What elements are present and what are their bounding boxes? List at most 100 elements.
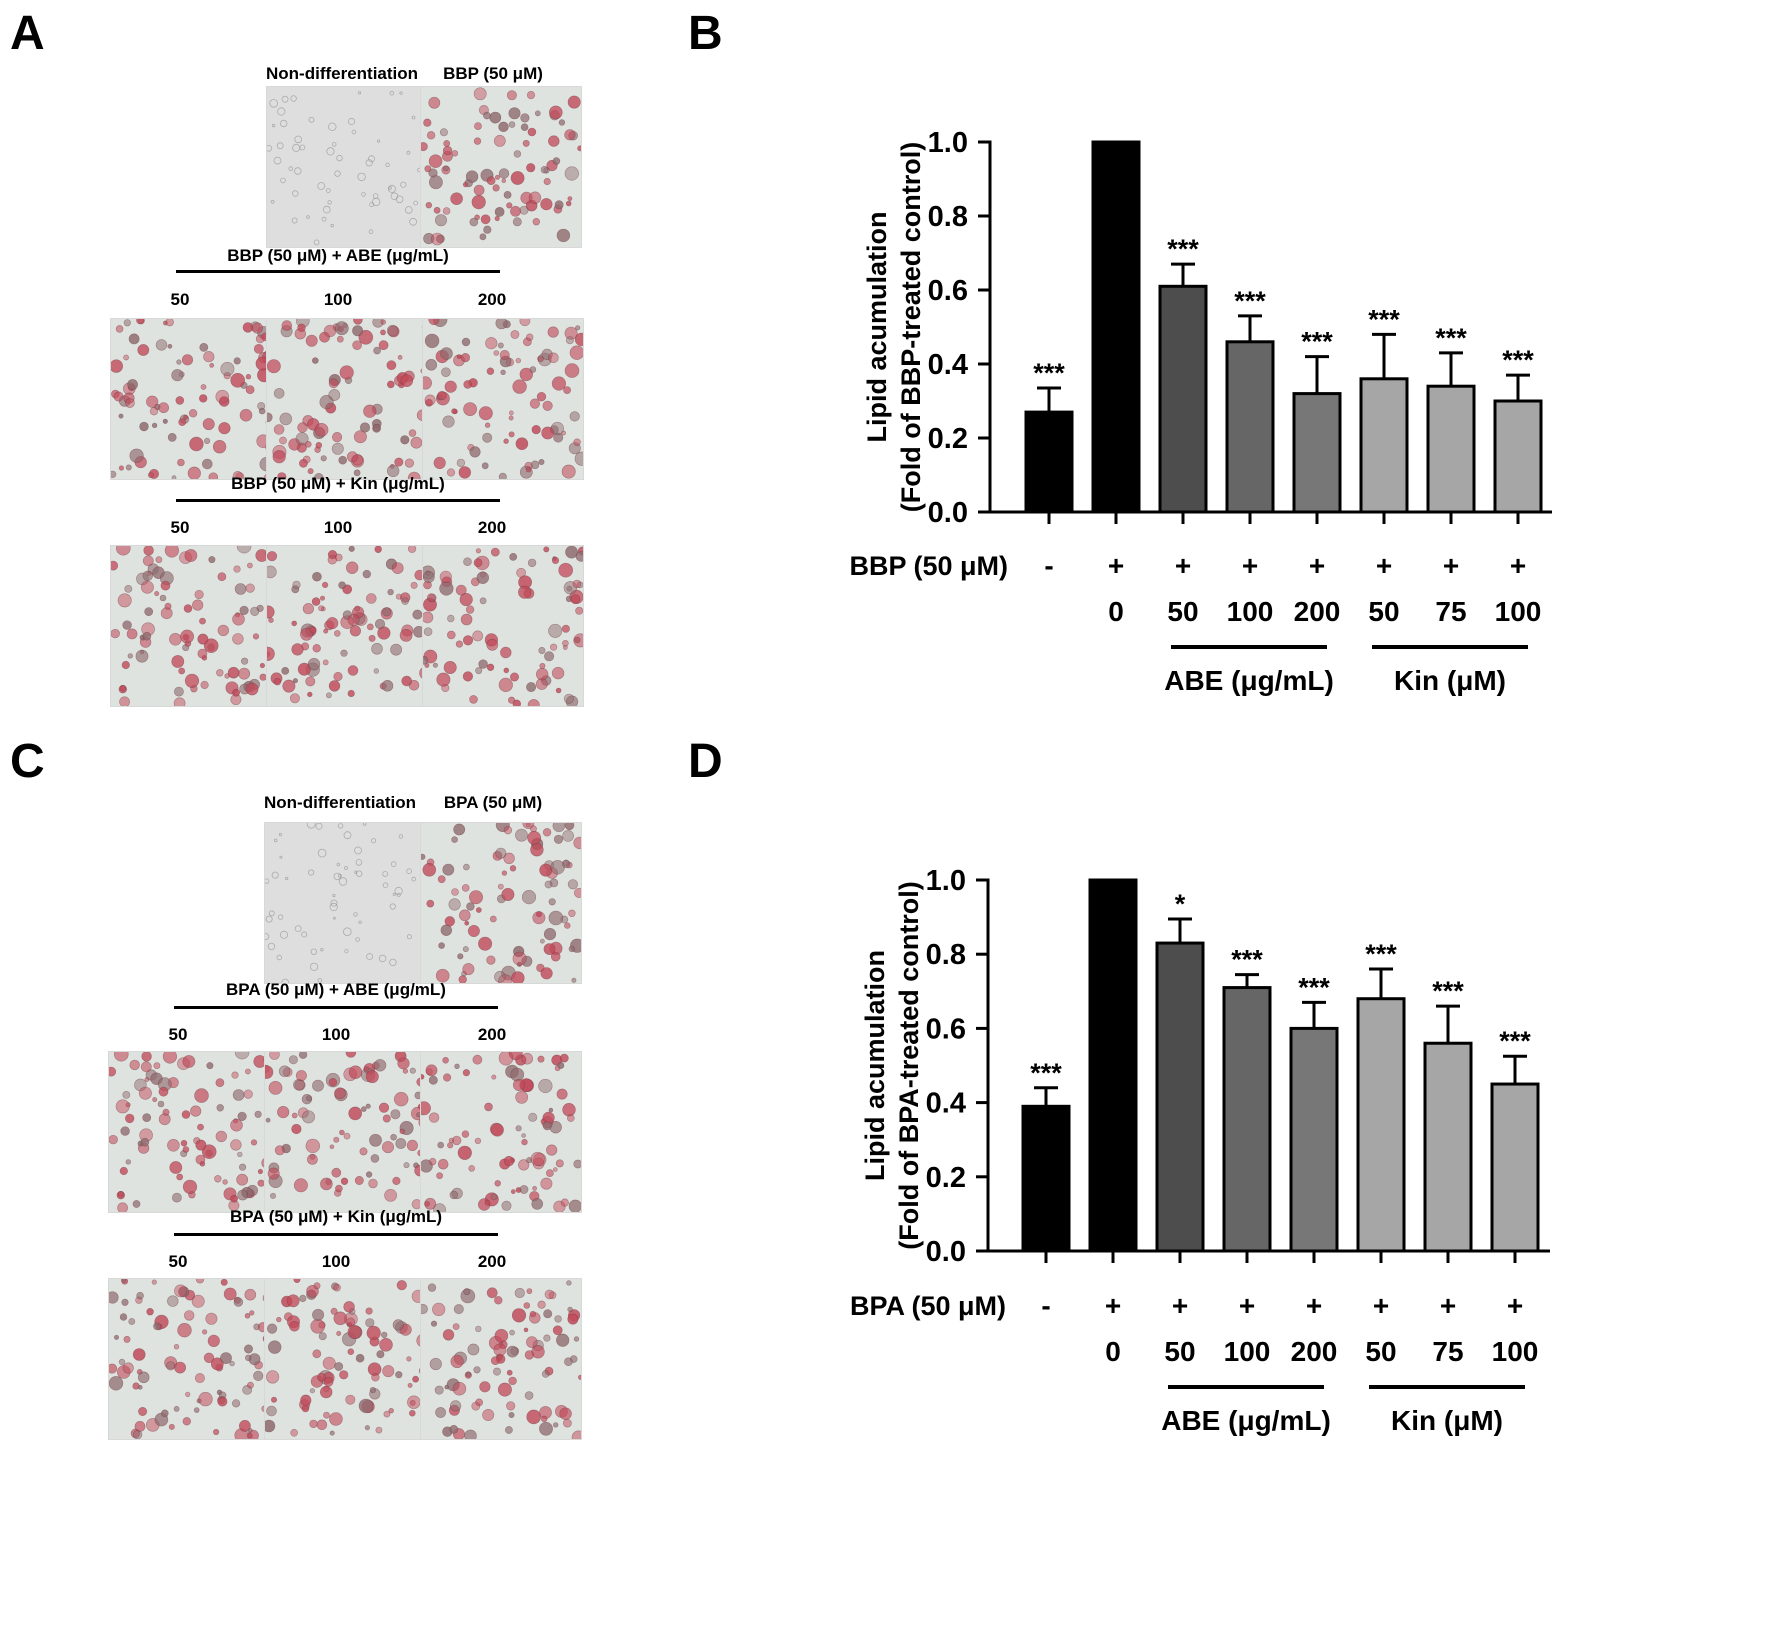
dose-label: 200: [477, 1252, 507, 1271]
cell-blob: [462, 963, 475, 976]
cell-blob: [268, 1081, 283, 1095]
cell-blob: [464, 920, 470, 926]
cell-blob: [462, 946, 469, 953]
cell-blob: [266, 359, 281, 374]
cell-blob: [423, 627, 433, 636]
cell-blob: [167, 1295, 179, 1307]
cell-blob: [508, 410, 514, 416]
cell-blob: [510, 171, 525, 185]
bar: [1289, 1026, 1339, 1253]
cell-blob: [345, 1394, 356, 1405]
cell-blob: [270, 199, 275, 204]
cell-blob: [353, 469, 361, 477]
cell-blob: [430, 1320, 438, 1327]
cell-blob: [141, 1051, 152, 1062]
cell-blob: [288, 166, 294, 171]
treatment-sign: +: [1507, 1290, 1523, 1321]
cell-blob: [289, 693, 300, 704]
cell-blob: [543, 927, 557, 941]
cell-blob: [132, 1200, 141, 1208]
cell-blob: [543, 1309, 553, 1319]
cell-blob: [508, 415, 514, 421]
cell-blob: [469, 217, 479, 227]
cell-blob: [277, 1105, 290, 1119]
cell-blob: [462, 1069, 471, 1077]
cell-blob: [329, 1412, 343, 1426]
micrograph-treatment-control: [419, 817, 586, 988]
significance-marker: ***: [1030, 1058, 1062, 1088]
cell-blob: [396, 892, 401, 897]
cell-blob: [529, 1310, 537, 1318]
cell-blob: [498, 677, 513, 692]
cell-blob: [368, 155, 376, 163]
cell-blob: [347, 689, 355, 698]
cell-blob: [451, 888, 459, 896]
cell-blob: [442, 415, 455, 428]
cell-blob: [541, 1370, 550, 1378]
cell-blob: [568, 945, 576, 953]
cell-blob: [399, 91, 403, 95]
cell-blob: [121, 1298, 129, 1306]
dose-value: 50: [1368, 596, 1399, 627]
cell-blob: [467, 925, 480, 938]
cell-blob: [433, 206, 441, 214]
cell-blob: [565, 200, 572, 207]
bar: [1426, 384, 1476, 514]
cell-blob: [406, 1356, 412, 1362]
cell-blob: [159, 594, 167, 602]
y-tick-label: 1.0: [928, 127, 968, 159]
cell-blob: [271, 871, 279, 879]
cell-blob: [564, 129, 576, 141]
cell-blob: [369, 1386, 376, 1394]
cell-blob: [351, 129, 357, 135]
cell-blob: [118, 1358, 126, 1366]
cell-blob: [456, 458, 466, 468]
micrograph-kin-200: [419, 545, 588, 712]
cell-blob: [202, 418, 215, 431]
cell-blob: [425, 1064, 438, 1077]
cell-blob: [475, 1325, 482, 1333]
cell-blob: [344, 949, 349, 954]
cell-blob: [533, 1152, 547, 1167]
cell-blob: [169, 1161, 183, 1174]
cell-blob: [463, 380, 473, 389]
cell-blob: [315, 822, 323, 830]
cell-blob: [389, 90, 395, 96]
cell-blob: [117, 1191, 125, 1198]
cell-blob: [432, 1302, 446, 1316]
cell-blob: [347, 117, 356, 126]
cell-blob: [115, 1099, 130, 1114]
cell-blob: [526, 1409, 541, 1425]
cell-blob: [373, 668, 380, 674]
cell-blob: [518, 585, 532, 599]
cell-blob: [338, 877, 348, 886]
cell-blob: [512, 1078, 525, 1091]
cell-blob: [343, 1132, 351, 1140]
cell-blob: [279, 412, 293, 426]
cell-blob: [158, 402, 169, 414]
cell-blob: [357, 172, 366, 182]
cell-blob: [486, 367, 495, 375]
cell-blob: [494, 1296, 503, 1305]
cell-blob: [363, 404, 377, 418]
cell-blob: [137, 1371, 150, 1384]
cell-blob: [241, 657, 249, 665]
cell-blob: [259, 662, 265, 669]
cell-blob: [449, 1424, 459, 1434]
micrograph-kin-200: [417, 1278, 586, 1445]
treatment-sign: +: [1306, 1290, 1322, 1321]
cell-blob: [458, 909, 471, 922]
micrograph-abe-100: [262, 314, 430, 485]
cell-blob: [506, 90, 517, 101]
cell-blob: [357, 91, 362, 95]
cell-blob: [202, 458, 213, 470]
dose-label: 50: [168, 1252, 188, 1271]
label-non-differentiation: Non-differentiation: [266, 64, 419, 83]
cell-blob: [503, 1155, 515, 1167]
cell-blob: [264, 878, 270, 884]
cell-blob: [548, 1291, 557, 1300]
cell-blob: [561, 624, 570, 633]
cell-blob: [365, 1171, 373, 1178]
cell-blob: [562, 645, 568, 650]
micrograph-abe-200: [416, 1046, 583, 1217]
